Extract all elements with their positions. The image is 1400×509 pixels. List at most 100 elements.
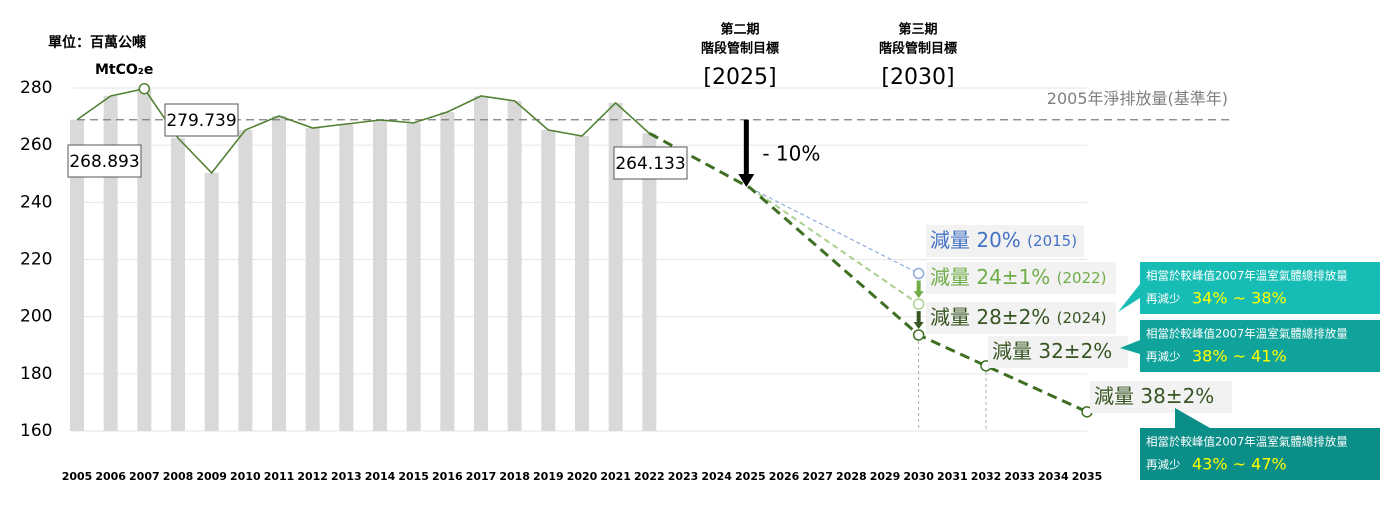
value-label-box [613, 146, 688, 180]
x-tick-label: 2035 [1072, 470, 1103, 483]
phase-title: 階段管制目標 [879, 41, 957, 57]
step-arrowhead [913, 321, 924, 329]
phase-year: [2030] [881, 65, 954, 90]
bar [272, 116, 286, 432]
x-tick-label: 2016 [432, 470, 463, 483]
x-tick-label: 2020 [567, 470, 598, 483]
x-tick-label: 2011 [264, 470, 295, 483]
bar [339, 124, 354, 431]
target-label: 減量 32±2% [992, 339, 1112, 363]
callout-prefix: 再減少 [1146, 350, 1181, 364]
y-tick-label: 220 [20, 250, 52, 270]
step-arrowhead [913, 291, 924, 299]
y-tick-label: 180 [20, 364, 52, 384]
callout-range: 38% ~ 41% [1192, 347, 1287, 366]
bar [305, 128, 320, 431]
x-tick-label: 2017 [466, 470, 497, 483]
x-tick-label: 2014 [365, 470, 396, 483]
x-tick-label: 2013 [331, 470, 362, 483]
x-tick-label: 2028 [836, 470, 867, 483]
y-tick-label: 280 [20, 78, 52, 98]
bar [238, 130, 253, 431]
x-tick-label: 2033 [1004, 470, 1035, 483]
x-tick-label: 2006 [95, 470, 126, 483]
series-line [750, 187, 919, 275]
x-tick-label: 2027 [802, 470, 833, 483]
bar [70, 119, 84, 432]
target-label: 減量 20% (2015) [930, 228, 1077, 252]
x-tick-label: 2012 [297, 470, 328, 483]
x-tick-label: 2034 [1038, 470, 1069, 483]
callout-range: 34% ~ 38% [1192, 289, 1287, 308]
target-label: 減量 38±2% [1094, 384, 1214, 408]
y-tick-label: 200 [20, 307, 52, 327]
unit-label: 單位：百萬公噸 [48, 34, 146, 51]
series-line [749, 187, 920, 305]
unit-label: MtCO₂e [95, 62, 153, 78]
bar [204, 172, 219, 431]
callout-text: 相當於較峰值2007年溫室氣體總排放量 [1146, 327, 1348, 341]
bar [406, 122, 421, 431]
bar [474, 96, 488, 432]
callout-box [1140, 428, 1380, 480]
target-label-main: 減量 24±1% [930, 265, 1050, 289]
series-line [76, 87, 650, 175]
bar [373, 120, 387, 431]
x-tick-label: 2007 [129, 470, 160, 483]
x-tick-label: 2029 [870, 470, 901, 483]
point-marker [138, 82, 151, 95]
y-tick-label: 160 [20, 421, 52, 441]
x-tick-label: 2010 [230, 470, 261, 483]
point-marker [912, 329, 925, 341]
bar [541, 130, 556, 431]
value-label: 279.739 [166, 111, 236, 131]
bar [642, 133, 657, 431]
x-tick-label: 2008 [163, 470, 194, 483]
callout-range: 43% ~ 47% [1192, 455, 1287, 474]
target-box [926, 262, 1116, 294]
target-label-main: 減量 32±2% [992, 339, 1112, 363]
callout-prefix: 再減少 [1146, 458, 1181, 472]
bar [103, 96, 118, 432]
x-tick-label: 2030 [903, 470, 934, 483]
target-label: 減量 24±1% (2022) [930, 265, 1107, 289]
callout-box [1140, 320, 1380, 372]
x-tick-label: 2009 [196, 470, 227, 483]
target-box [1090, 381, 1232, 413]
x-tick-label: 2032 [971, 470, 1002, 483]
phase-year: [2025] [703, 65, 776, 90]
y-tick-label: 240 [20, 192, 52, 212]
x-tick-label: 2024 [701, 470, 732, 483]
reduction-arrowhead [738, 174, 755, 188]
bar [440, 112, 455, 431]
target-note: (2022) [1057, 269, 1107, 287]
phase-title: 階段管制目標 [701, 41, 779, 57]
x-tick-label: 2015 [398, 470, 429, 483]
value-label-box [164, 103, 239, 137]
target-box [926, 225, 1084, 257]
callout-text: 相當於較峰值2007年溫室氣體總排放量 [1146, 435, 1348, 449]
value-label: 264.133 [615, 154, 685, 174]
x-tick-label: 2026 [769, 470, 800, 483]
x-tick-label: 2031 [937, 470, 968, 483]
callout-box [1140, 262, 1380, 314]
phase-title: 第二期 [720, 22, 759, 38]
target-box [926, 302, 1116, 334]
y-tick-label: 260 [20, 135, 52, 155]
bar [507, 100, 522, 432]
target-note: (2015) [1027, 232, 1077, 250]
x-tick-label: 2018 [499, 470, 530, 483]
target-label-main: 減量 20% [930, 228, 1021, 252]
target-box [988, 336, 1128, 368]
baseline-label: 2005年淨排放量(基準年) [1047, 89, 1228, 108]
x-tick-label: 2022 [634, 470, 665, 483]
callout-prefix: 再減少 [1146, 292, 1181, 306]
callout-text: 相當於較峰值2007年溫室氣體總排放量 [1146, 269, 1348, 283]
x-tick-label: 2019 [533, 470, 564, 483]
callout-pointer [1118, 284, 1140, 312]
x-tick-label: 2021 [600, 470, 631, 483]
target-label-main: 減量 38±2% [1094, 384, 1214, 408]
bar [608, 102, 623, 431]
